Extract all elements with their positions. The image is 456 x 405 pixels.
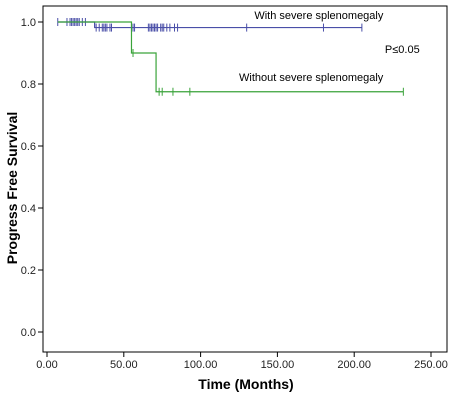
series-layer bbox=[57, 18, 404, 96]
x-axis-title: Time (Months) bbox=[198, 376, 293, 392]
x-tick-label: 0.00 bbox=[36, 359, 57, 371]
y-tick-label: 0.8 bbox=[21, 79, 36, 91]
series-without-severe-splenomegaly bbox=[57, 21, 404, 96]
x-tick-label: 50.00 bbox=[110, 359, 138, 371]
y-tick-label: 0.0 bbox=[21, 327, 36, 339]
y-tick-label: 0.4 bbox=[21, 203, 36, 215]
y-axis: 0.0 0.2 0.4 0.6 0.8 1.0 bbox=[21, 17, 43, 339]
annotation-layer: With severe splenomegaly P≤0.05 Without se… bbox=[239, 10, 420, 84]
y-axis-title: Progress Free Survival bbox=[4, 112, 20, 265]
survival-curve-without-severe-splenomegaly bbox=[57, 21, 404, 93]
x-tick-label: 150.00 bbox=[261, 359, 295, 371]
annotation-label: With severe splenomegaly bbox=[254, 10, 384, 22]
y-tick-label: 0.6 bbox=[21, 141, 36, 153]
x-tick-label: 200.00 bbox=[337, 359, 371, 371]
x-axis: 0.00 50.00 100.00 150.00 200.00 250.00 bbox=[36, 352, 448, 371]
annotation-label: P≤0.05 bbox=[385, 44, 420, 56]
y-tick-label: 1.0 bbox=[21, 17, 36, 29]
annotation-label: Without severe splenomegaly bbox=[239, 72, 384, 84]
plot-frame bbox=[42, 5, 448, 353]
y-tick-label: 0.2 bbox=[21, 265, 36, 277]
x-tick-label: 250.00 bbox=[414, 359, 448, 371]
x-tick-label: 100.00 bbox=[184, 359, 218, 371]
